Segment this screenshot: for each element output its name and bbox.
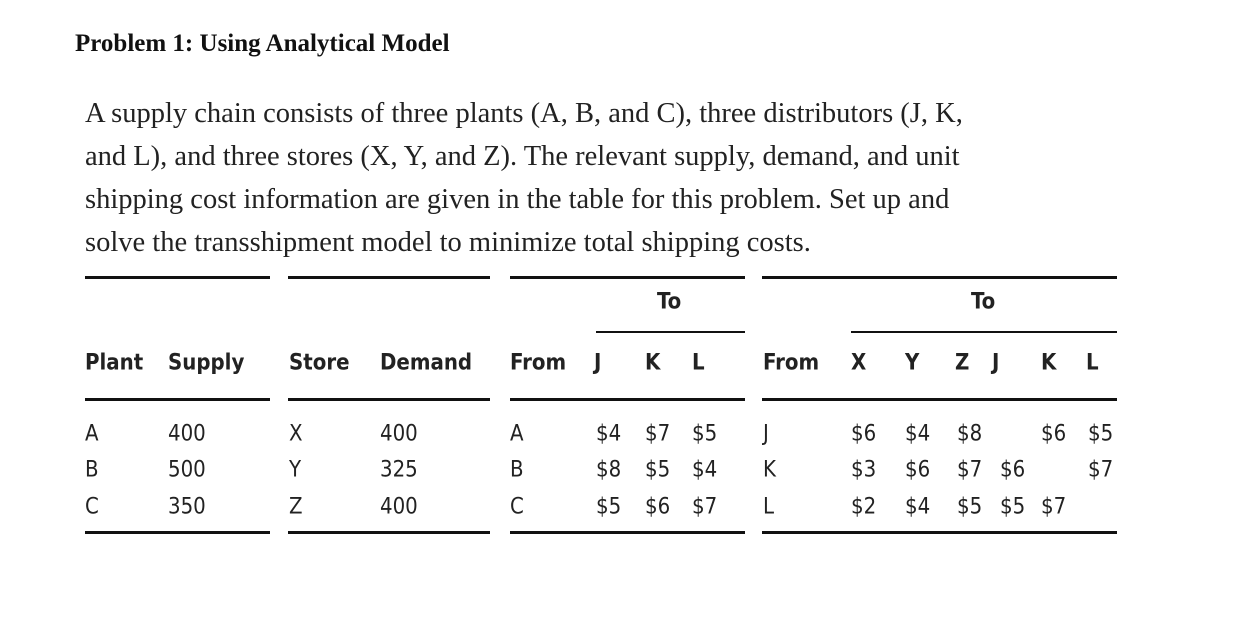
table-cell: $5 bbox=[1088, 421, 1114, 447]
description-line: solve the transshipment model to minimiz… bbox=[85, 227, 811, 258]
table-cell: $4 bbox=[692, 457, 718, 483]
column-header: X bbox=[851, 350, 867, 376]
table-cell: C bbox=[510, 494, 524, 520]
table-cell: $4 bbox=[905, 421, 931, 447]
table-cell: $5 bbox=[596, 494, 622, 520]
distributor_cost_table-header-rule bbox=[762, 398, 1117, 401]
table-cell: $7 bbox=[1088, 457, 1114, 483]
column-header: K bbox=[645, 350, 661, 376]
table-cell: $2 bbox=[851, 494, 877, 520]
table-cell: $6 bbox=[1000, 457, 1026, 483]
column-header: L bbox=[1086, 350, 1099, 376]
table-cell: X bbox=[289, 421, 303, 447]
column-header: Plant bbox=[85, 350, 144, 376]
table-cell: $7 bbox=[645, 421, 671, 447]
table-cell: $7 bbox=[1041, 494, 1067, 520]
table-cell: $7 bbox=[692, 494, 718, 520]
table-cell: $5 bbox=[957, 494, 983, 520]
distributor_cost_table-group-rule bbox=[851, 331, 1117, 333]
demand_table-top-rule bbox=[288, 276, 490, 279]
table-cell: $6 bbox=[645, 494, 671, 520]
column-header: From bbox=[510, 350, 567, 376]
table-cell: $5 bbox=[645, 457, 671, 483]
table-cell: 500 bbox=[168, 457, 206, 483]
table-cell: $4 bbox=[905, 494, 931, 520]
table-cell: $8 bbox=[957, 421, 983, 447]
table-cell: $6 bbox=[905, 457, 931, 483]
plant_cost_table-top-rule bbox=[510, 276, 745, 279]
table-cell: L bbox=[763, 494, 775, 520]
table-cell: $4 bbox=[596, 421, 622, 447]
table-cell: 400 bbox=[380, 494, 418, 520]
table-cell: B bbox=[510, 457, 524, 483]
table-cell: $5 bbox=[1000, 494, 1026, 520]
column-header: L bbox=[692, 350, 705, 376]
supply_table-header-rule bbox=[85, 398, 270, 401]
column-header: Y bbox=[905, 350, 920, 376]
distributor_cost_table-top-rule bbox=[762, 276, 1117, 279]
table-cell: Z bbox=[289, 494, 303, 520]
table-cell: C bbox=[85, 494, 99, 520]
table-cell: 350 bbox=[168, 494, 206, 520]
description-line: A supply chain consists of three plants … bbox=[85, 98, 963, 129]
table-cell: $7 bbox=[957, 457, 983, 483]
table-cell: $8 bbox=[596, 457, 622, 483]
supply_table-top-rule bbox=[85, 276, 270, 279]
column-header: Demand bbox=[380, 350, 473, 376]
column-header: From bbox=[763, 350, 820, 376]
column-header: Supply bbox=[168, 350, 245, 376]
table-cell: $3 bbox=[851, 457, 877, 483]
supply_table-bottom-rule bbox=[85, 531, 270, 534]
to-group-label: To bbox=[971, 289, 996, 315]
column-header: J bbox=[594, 350, 602, 376]
description-line: and L), and three stores (X, Y, and Z). … bbox=[85, 141, 960, 172]
problem-title: Problem 1: Using Analytical Model bbox=[75, 30, 450, 57]
problem-description: A supply chain consists of three plants … bbox=[85, 92, 1145, 264]
column-header: K bbox=[1041, 350, 1057, 376]
table-cell: J bbox=[763, 421, 769, 447]
table-cell: K bbox=[763, 457, 776, 483]
table-cell: Y bbox=[289, 457, 302, 483]
to-group-label: To bbox=[657, 289, 682, 315]
table-cell: A bbox=[85, 421, 99, 447]
table-cell: A bbox=[510, 421, 524, 447]
column-header: Store bbox=[289, 350, 350, 376]
demand_table-header-rule bbox=[288, 398, 490, 401]
table-cell: $6 bbox=[1041, 421, 1067, 447]
description-line: shipping cost information are given in t… bbox=[85, 184, 950, 215]
table-cell: $5 bbox=[692, 421, 718, 447]
table-cell: B bbox=[85, 457, 99, 483]
plant_cost_table-group-rule bbox=[596, 331, 745, 333]
table-cell: 325 bbox=[380, 457, 418, 483]
table-cell: 400 bbox=[168, 421, 206, 447]
column-header: J bbox=[992, 350, 1000, 376]
distributor_cost_table-bottom-rule bbox=[762, 531, 1117, 534]
plant_cost_table-header-rule bbox=[510, 398, 745, 401]
column-header: Z bbox=[955, 350, 970, 376]
plant_cost_table-bottom-rule bbox=[510, 531, 745, 534]
table-cell: 400 bbox=[380, 421, 418, 447]
demand_table-bottom-rule bbox=[288, 531, 490, 534]
table-cell: $6 bbox=[851, 421, 877, 447]
